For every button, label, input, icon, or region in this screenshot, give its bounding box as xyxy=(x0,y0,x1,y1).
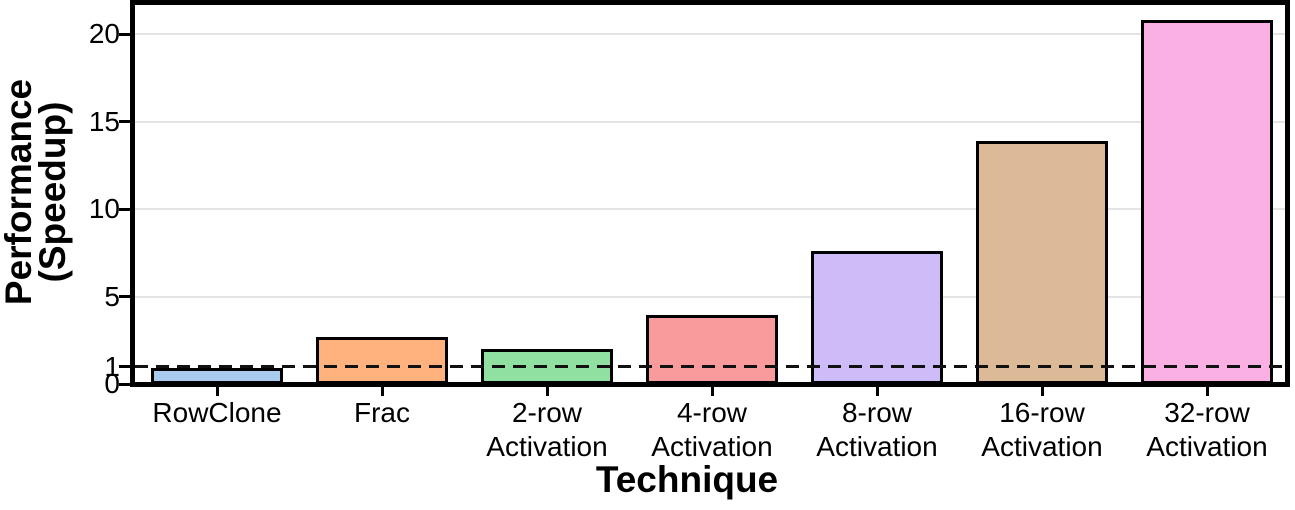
x-tick-label-4-row-activation: 4-row Activation xyxy=(651,397,773,462)
bar-32-row-activation xyxy=(1141,20,1273,384)
y-tick-0 xyxy=(119,382,130,386)
x-tick-32-row-activation xyxy=(1205,387,1209,396)
x-tick-2-row-activation xyxy=(545,387,549,396)
x-tick-rowclone xyxy=(215,387,219,396)
x-axis-label: Technique xyxy=(595,459,779,500)
bar-rowclone xyxy=(151,368,283,384)
y-tick-10 xyxy=(119,207,130,211)
x-tick-label-16-row-activation: 16-row Activation xyxy=(981,397,1103,462)
x-tick-label-rowclone: RowClone xyxy=(152,397,282,428)
y-tick-1 xyxy=(119,365,130,369)
gridline-y15 xyxy=(135,120,1285,123)
x-tick-label-2-row-activation: 2-row Activation xyxy=(486,397,608,462)
gridline-y5 xyxy=(135,295,1285,298)
baseline-dashed-line xyxy=(135,365,1285,369)
x-tick-label-frac: Frac xyxy=(354,397,410,428)
x-tick-8-row-activation xyxy=(875,387,879,396)
y-tick-20 xyxy=(119,32,130,36)
bar-16-row-activation xyxy=(976,141,1108,384)
y-tick-label-5: 5 xyxy=(104,280,120,312)
bar-frac xyxy=(316,336,448,384)
x-tick-16-row-activation xyxy=(1040,387,1044,396)
y-tick-label-10: 10 xyxy=(88,193,120,225)
y-tick-label-0: 0 xyxy=(104,368,120,399)
x-tick-label-8-row-activation: 8-row Activation xyxy=(816,397,938,462)
y-tick-5 xyxy=(119,295,130,299)
y-tick-label-1: 1 xyxy=(104,350,120,382)
x-tick-4-row-activation xyxy=(710,387,714,396)
gridline-y10 xyxy=(135,208,1285,211)
bar-4-row-activation xyxy=(646,314,778,384)
y-tick-label-20: 20 xyxy=(88,18,120,50)
y-tick-label-15: 15 xyxy=(88,105,120,137)
y-tick-15 xyxy=(119,120,130,124)
gridline-y20 xyxy=(135,33,1285,36)
x-tick-label-32-row-activation: 32-row Activation xyxy=(1146,397,1268,462)
x-tick-frac xyxy=(380,387,384,396)
